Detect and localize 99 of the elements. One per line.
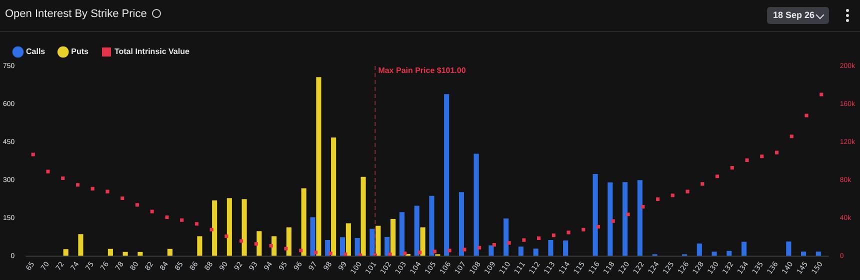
bar — [474, 154, 479, 256]
point — [656, 197, 660, 201]
bar — [429, 196, 434, 256]
legend-label: Total Intrinsic Value — [114, 47, 190, 56]
bar — [696, 244, 702, 256]
bar — [608, 182, 613, 256]
point — [700, 182, 704, 186]
point — [626, 212, 630, 216]
point — [418, 250, 422, 254]
bar — [533, 248, 538, 256]
point — [686, 190, 690, 194]
point — [448, 248, 452, 252]
point — [552, 234, 556, 238]
bar — [242, 199, 247, 256]
point — [522, 238, 526, 242]
bar — [354, 238, 360, 256]
point — [670, 194, 674, 198]
point — [403, 252, 407, 256]
point — [328, 252, 332, 256]
point — [611, 219, 615, 223]
bar — [420, 227, 426, 256]
point — [61, 176, 65, 180]
bar — [592, 174, 598, 256]
point — [492, 243, 496, 247]
bar — [518, 246, 524, 256]
point — [90, 186, 94, 190]
bar — [414, 206, 420, 256]
point — [716, 174, 720, 178]
bar — [325, 240, 330, 256]
bar — [444, 94, 450, 256]
bar — [310, 217, 316, 256]
bar — [742, 242, 747, 256]
point — [46, 170, 50, 174]
point — [150, 210, 154, 214]
point — [31, 152, 35, 156]
bar — [360, 176, 366, 256]
point — [774, 150, 779, 154]
bar — [63, 249, 68, 256]
point — [76, 183, 80, 187]
point — [596, 224, 600, 229]
point — [224, 234, 228, 238]
legend-label: Puts — [71, 47, 90, 56]
bar — [226, 198, 232, 256]
bar — [212, 200, 218, 256]
bar — [272, 236, 277, 256]
bar — [197, 236, 202, 256]
bar — [563, 240, 568, 256]
point — [388, 252, 392, 256]
bar — [316, 77, 322, 256]
bar — [548, 240, 554, 256]
point — [240, 239, 244, 243]
point — [537, 236, 541, 240]
point — [730, 166, 734, 170]
point — [210, 228, 214, 232]
point — [790, 134, 794, 138]
bar — [384, 236, 390, 256]
ref-line-label: Max Pain Price $101.00 — [378, 66, 466, 76]
point — [254, 242, 258, 246]
point — [804, 114, 808, 118]
bar — [78, 234, 84, 256]
bar — [370, 228, 375, 256]
point — [135, 203, 139, 207]
point — [299, 248, 303, 252]
point — [194, 222, 198, 226]
point — [120, 196, 124, 200]
point — [582, 228, 586, 232]
bar — [286, 227, 292, 256]
bar — [376, 226, 381, 256]
point — [478, 246, 482, 250]
bar — [301, 188, 306, 256]
point — [314, 250, 318, 254]
point — [745, 158, 749, 162]
point — [165, 215, 169, 220]
text: 18 Sep 26 — [773, 10, 815, 20]
bar — [331, 138, 336, 256]
point — [820, 92, 824, 96]
point — [269, 244, 273, 248]
point — [344, 252, 348, 256]
point — [566, 230, 570, 234]
bar — [390, 218, 396, 256]
point — [507, 241, 511, 245]
point — [284, 246, 288, 250]
bar — [399, 212, 404, 256]
bar — [346, 223, 351, 256]
point — [641, 205, 645, 209]
bar — [340, 237, 346, 256]
point — [462, 248, 466, 252]
point — [180, 218, 184, 222]
bar — [504, 218, 509, 256]
bar — [637, 180, 642, 256]
point — [106, 190, 110, 194]
point — [760, 154, 764, 158]
bar — [786, 242, 792, 256]
point — [432, 250, 436, 254]
bar — [458, 192, 464, 256]
chart-title: Open Interest By Strike Price — [5, 8, 147, 20]
bar — [622, 182, 628, 256]
legend-label: Calls — [26, 47, 46, 56]
bar — [256, 231, 262, 256]
